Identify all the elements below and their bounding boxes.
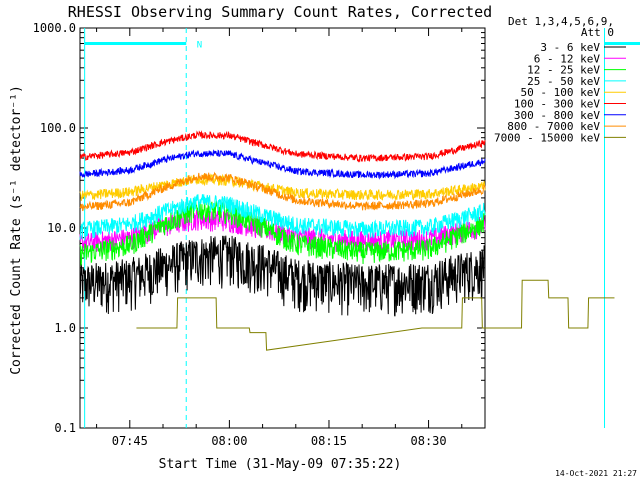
y-tick-label: 10.0 [47,221,76,235]
y-tick-label: 1000.0 [33,21,76,35]
legend-entry: 100 - 300 keV [514,98,600,111]
legend-entry: 7000 - 15000 keV [494,131,600,144]
x-tick-label: 08:15 [311,434,347,448]
x-tick-label: 08:00 [211,434,247,448]
legend-entry: 50 - 100 keV [521,86,601,99]
legend-entry: 3 - 6 keV [540,41,600,54]
x-tick-label: 07:45 [112,434,148,448]
legend-entry: 12 - 25 keV [527,64,600,77]
x-axis-label: Start Time (31-May-09 07:35:22) [159,457,402,472]
legend-entry: 6 - 12 keV [534,52,601,65]
chart-title: RHESSI Observing Summary Count Rates, Co… [68,3,492,21]
legend-header: Det 1,3,4,5,6,9, [508,15,614,28]
series-line [136,279,615,351]
y-tick-label: 0.1 [54,421,76,435]
series-line [79,130,486,163]
flag-annotation: N [197,40,202,50]
legend-entry: 800 - 7000 keV [507,120,600,133]
series-line [79,199,486,266]
series-line [79,235,486,317]
annotations: N [197,40,202,50]
y-tick-label: 1.0 [54,321,76,335]
series-line [79,149,486,180]
legend-entry: 300 - 800 keV [514,109,600,122]
x-tick-label: 08:30 [411,434,447,448]
footer-timestamp: 14-Oct-2021 21:27 [555,469,637,478]
series-layer [79,130,615,351]
axis-ticks: 0.1 1.0 10.0 100.0 1000.0 07:45 08:00 08:15 08:3… [33,21,485,448]
series-line [79,171,486,212]
legend-entry: 25 - 50 keV [527,75,600,88]
series-line [79,194,486,240]
y-axis-label: Corrected Count Rate (s⁻¹ detector⁻¹) [9,85,24,375]
legend-header: Att 0 [581,26,614,39]
y-tick-label: 100.0 [40,121,76,135]
